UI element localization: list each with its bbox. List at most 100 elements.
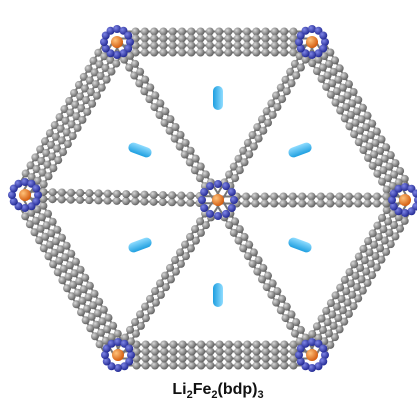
carbon-atom xyxy=(335,64,344,73)
carbon-atom xyxy=(370,150,379,159)
carbon-atom xyxy=(225,170,234,179)
carbon-atom xyxy=(53,144,62,153)
carbon-atom xyxy=(307,199,316,208)
nitrogen-atom xyxy=(34,191,42,199)
nitrogen-atom xyxy=(301,339,310,348)
carbon-atom xyxy=(185,158,194,167)
carbon-atom xyxy=(187,27,196,36)
carbon-atom xyxy=(195,174,204,183)
carbon-atom xyxy=(385,228,394,237)
nitrogen-atom xyxy=(101,44,110,53)
carbon-atom xyxy=(301,55,310,64)
carbon-atom xyxy=(146,306,155,315)
carbon-atom xyxy=(318,63,327,72)
iron-atom xyxy=(112,349,124,361)
carbon-atom xyxy=(234,340,243,349)
carbon-atom xyxy=(176,130,185,139)
carbon-atom xyxy=(251,192,260,201)
carbon-atom xyxy=(159,34,168,43)
carbon-atom xyxy=(364,153,373,162)
carbon-atom xyxy=(51,237,60,246)
carbon-atom xyxy=(370,240,379,249)
carbon-atom xyxy=(60,105,69,114)
carbon-atom xyxy=(262,283,271,292)
carbon-atom xyxy=(290,329,299,338)
carbon-atom xyxy=(206,340,215,349)
carbon-atom xyxy=(48,217,57,226)
carbon-atom xyxy=(166,263,175,272)
carbon-atom xyxy=(41,137,50,146)
carbon-atom xyxy=(234,236,243,245)
carbon-atom xyxy=(378,213,387,222)
carbon-atom xyxy=(201,221,210,230)
carbon-atom xyxy=(273,102,282,111)
carbon-atom xyxy=(169,340,178,349)
carbon-atom xyxy=(178,340,187,349)
nitrogen-atom xyxy=(8,191,16,199)
carbon-atom xyxy=(205,48,214,57)
carbon-atom xyxy=(342,102,351,111)
carbon-atom xyxy=(384,217,393,226)
carbon-atom xyxy=(365,248,374,257)
carbon-atom xyxy=(376,244,385,253)
carbon-atom xyxy=(31,153,40,162)
carbon-atom xyxy=(21,169,30,178)
carbon-atom xyxy=(379,225,388,234)
nitrogen-atom xyxy=(407,207,416,216)
carbon-atom xyxy=(270,27,279,36)
carbon-atom xyxy=(215,354,224,363)
carbon-atom xyxy=(178,27,186,36)
carbon-atom xyxy=(150,41,159,50)
carbon-atom xyxy=(281,75,290,84)
carbon-atom xyxy=(252,34,261,43)
carbon-atom xyxy=(168,191,177,200)
carbon-atom xyxy=(330,333,339,342)
carbon-atom xyxy=(229,162,238,171)
carbon-atom xyxy=(348,290,357,299)
nitrogen-atom xyxy=(100,38,108,46)
carbon-atom xyxy=(258,275,267,284)
carbon-atom xyxy=(307,192,316,201)
carbon-atom xyxy=(298,199,307,208)
carbon-atom xyxy=(344,309,353,318)
carbon-atom xyxy=(363,199,372,208)
carbon-atom xyxy=(176,248,185,257)
carbon-atom xyxy=(176,259,185,268)
carbon-atom xyxy=(326,48,335,57)
carbon-atom xyxy=(340,114,349,123)
nitrogen-atom xyxy=(214,212,222,220)
carbon-atom xyxy=(109,321,118,330)
carbon-atom xyxy=(348,99,357,108)
carbon-atom xyxy=(206,354,215,363)
carbon-atom xyxy=(187,361,196,370)
carbon-atom xyxy=(343,298,352,307)
carbon-atom xyxy=(49,260,58,269)
carbon-atom xyxy=(338,306,347,315)
carbon-atom xyxy=(56,245,65,254)
carbon-atom xyxy=(271,340,280,349)
carbon-atom xyxy=(122,197,131,206)
carbon-atom xyxy=(252,354,261,363)
carbon-atom xyxy=(253,123,262,132)
carbon-atom xyxy=(79,72,88,81)
nitrogen-atom xyxy=(102,357,111,366)
carbon-atom xyxy=(39,201,48,210)
carbon-atom xyxy=(66,195,75,204)
carbon-atom xyxy=(95,60,104,69)
carbon-atom xyxy=(72,112,81,121)
carbon-atom xyxy=(371,138,380,147)
carbon-atom xyxy=(187,347,196,356)
iron-atom xyxy=(212,194,224,206)
carbon-atom xyxy=(81,316,90,325)
carbon-atom xyxy=(290,59,299,68)
carbon-atom xyxy=(280,340,289,349)
carbon-atom xyxy=(331,291,340,300)
carbon-atom xyxy=(79,285,88,294)
nitrogen-atom xyxy=(120,362,129,371)
carbon-atom xyxy=(245,150,254,159)
carbon-atom xyxy=(243,48,251,57)
caption-subscript: 2 xyxy=(187,389,193,401)
carbon-atom xyxy=(346,279,355,288)
carbon-atom xyxy=(289,27,298,36)
carbon-atom xyxy=(242,192,251,201)
